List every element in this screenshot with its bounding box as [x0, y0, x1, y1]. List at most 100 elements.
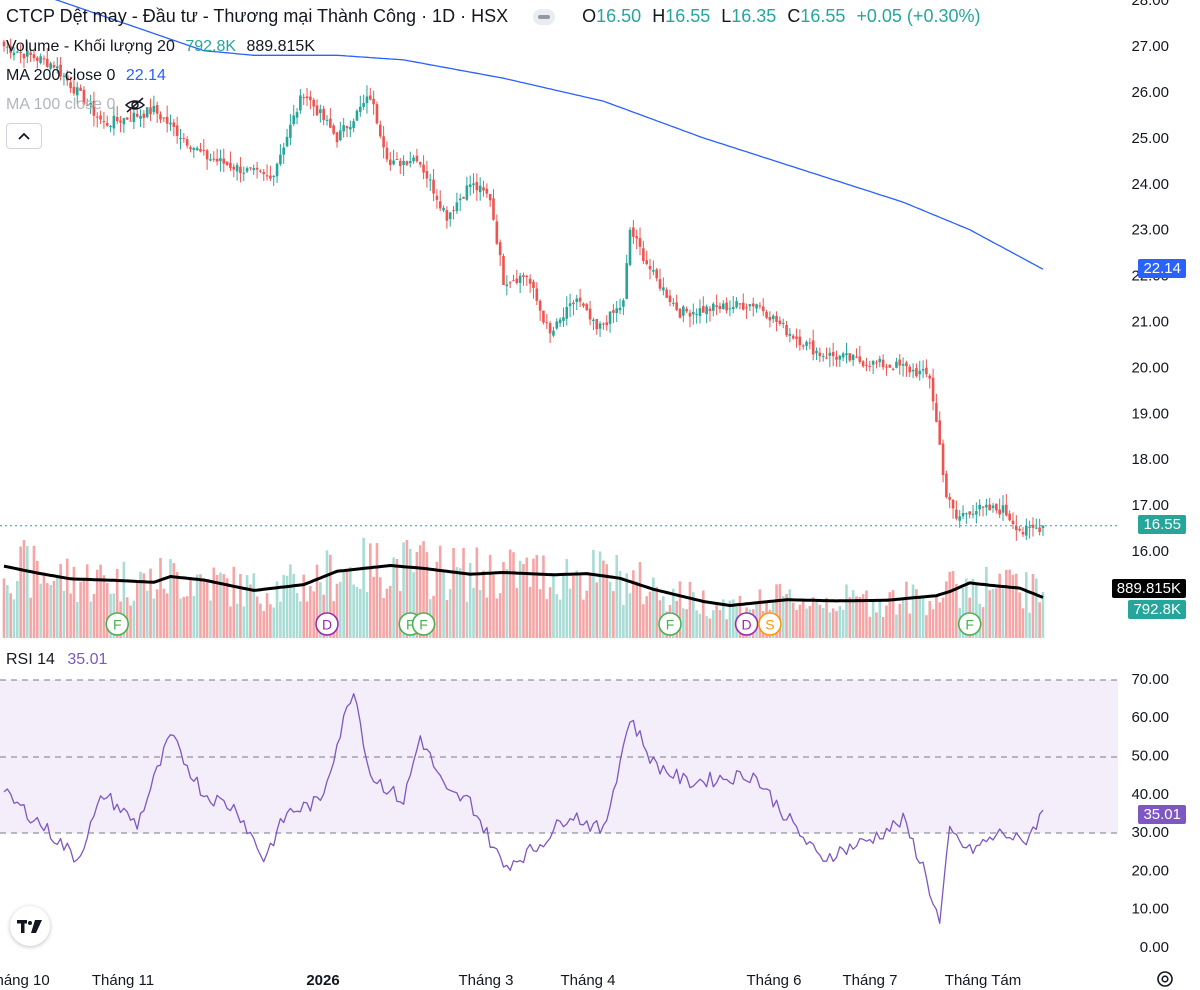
candle-body	[332, 125, 335, 134]
volume-bar	[365, 592, 369, 638]
volume-bar	[272, 607, 276, 638]
volume-bar	[29, 597, 32, 638]
candle-body	[395, 158, 399, 160]
candle-body	[851, 354, 855, 361]
candle-body	[592, 319, 595, 322]
volume-bar	[422, 541, 425, 638]
candle-body	[871, 360, 875, 365]
volume-bar	[618, 570, 622, 638]
candle-body	[608, 311, 612, 324]
collapse-legend-button[interactable]	[6, 123, 42, 149]
candle-body	[1028, 526, 1031, 528]
candle-body	[1031, 524, 1035, 528]
rsi-legend[interactable]: RSI 14 35.01	[6, 651, 107, 669]
volume-bar	[189, 579, 192, 638]
volume-bar	[335, 583, 339, 638]
candle-body	[398, 160, 402, 167]
candle-body	[618, 307, 622, 311]
volume-bar	[988, 590, 991, 638]
candle-body	[142, 113, 146, 118]
candle-body	[468, 184, 472, 187]
candle-body	[36, 57, 39, 61]
candle-body	[558, 319, 562, 324]
candle-body	[642, 248, 645, 262]
candle-body	[665, 289, 668, 298]
volume-tag: 792.8K	[1128, 600, 1186, 619]
candle-body	[622, 300, 625, 307]
candle-body	[605, 322, 609, 326]
volume-bar	[488, 554, 492, 638]
candle-body	[59, 64, 62, 77]
candle-body	[159, 114, 162, 120]
candle-body	[445, 210, 449, 221]
volume-bar	[36, 560, 39, 638]
candle-body	[165, 116, 169, 124]
event-marker-d[interactable]: D	[315, 612, 339, 636]
candle-body	[369, 95, 372, 100]
volume-bar	[65, 558, 69, 638]
candle-body	[49, 63, 52, 69]
volume-bar	[432, 595, 435, 638]
volume-bar	[192, 596, 196, 638]
volume-bar	[105, 582, 109, 638]
event-marker-s[interactable]: S	[758, 612, 782, 636]
hide-icon[interactable]	[533, 9, 556, 26]
candle-body	[625, 263, 629, 299]
candle-body	[941, 443, 945, 475]
volume-bar	[485, 597, 489, 638]
candle-body	[92, 100, 96, 116]
candle-body	[438, 201, 442, 209]
event-marker-f[interactable]: F	[411, 612, 436, 636]
candle-body	[758, 305, 762, 307]
candle-body	[435, 195, 439, 200]
event-marker-f[interactable]: F	[957, 612, 982, 636]
volume-bar	[455, 567, 459, 638]
candle-body	[698, 308, 702, 316]
candle-body	[588, 308, 592, 320]
candle-body	[302, 97, 305, 99]
candle-body	[708, 308, 712, 312]
candle-body	[878, 358, 882, 363]
candle-body	[628, 229, 632, 265]
eye-hidden-icon[interactable]	[124, 96, 146, 114]
volume-bar	[418, 545, 422, 638]
candle-body	[388, 159, 392, 166]
event-marker-f[interactable]: F	[658, 612, 682, 636]
volume-bar	[172, 563, 176, 638]
symbol-title[interactable]: CTCP Dệt may - Đầu tư - Thương mại Thành…	[6, 6, 509, 26]
rsi-label: RSI 14	[6, 651, 55, 668]
candle-body	[455, 202, 459, 212]
volume-legend[interactable]: Volume - Khối lượng 20 792.8K 889.815K	[6, 38, 315, 56]
volume-bar	[582, 599, 585, 638]
volume-bar	[728, 600, 732, 638]
event-marker-d[interactable]: D	[734, 612, 759, 636]
candle-body	[352, 121, 355, 129]
settings-gear-icon[interactable]	[1154, 968, 1176, 990]
candle-body	[209, 159, 212, 161]
candle-body	[2, 41, 6, 47]
price-axis-label: 17.00	[1131, 497, 1169, 514]
candle-body	[229, 162, 232, 169]
volume-bar	[89, 601, 92, 638]
candle-body	[418, 161, 422, 165]
volume-bar	[971, 578, 975, 638]
candle-body	[275, 163, 279, 177]
volume-bar	[532, 558, 535, 638]
ma100-legend[interactable]: MA 100 close 0	[6, 96, 146, 114]
volume-bar	[102, 575, 106, 638]
ma200-legend[interactable]: MA 200 close 0 22.14	[6, 67, 166, 85]
tradingview-logo[interactable]	[10, 906, 50, 946]
volume-bar	[85, 564, 89, 638]
volume-bar	[851, 590, 855, 638]
price-axis-label: 24.00	[1131, 176, 1169, 193]
candle-body	[785, 324, 788, 336]
volume-bar	[405, 540, 409, 638]
candle-body	[255, 167, 259, 170]
volume-bar	[845, 584, 848, 638]
event-marker-f[interactable]: F	[105, 612, 130, 636]
axes: 28.0027.0026.0025.0024.0023.0022.0021.00…	[0, 0, 1169, 989]
candle-body	[958, 516, 962, 521]
candle-body	[542, 310, 545, 323]
